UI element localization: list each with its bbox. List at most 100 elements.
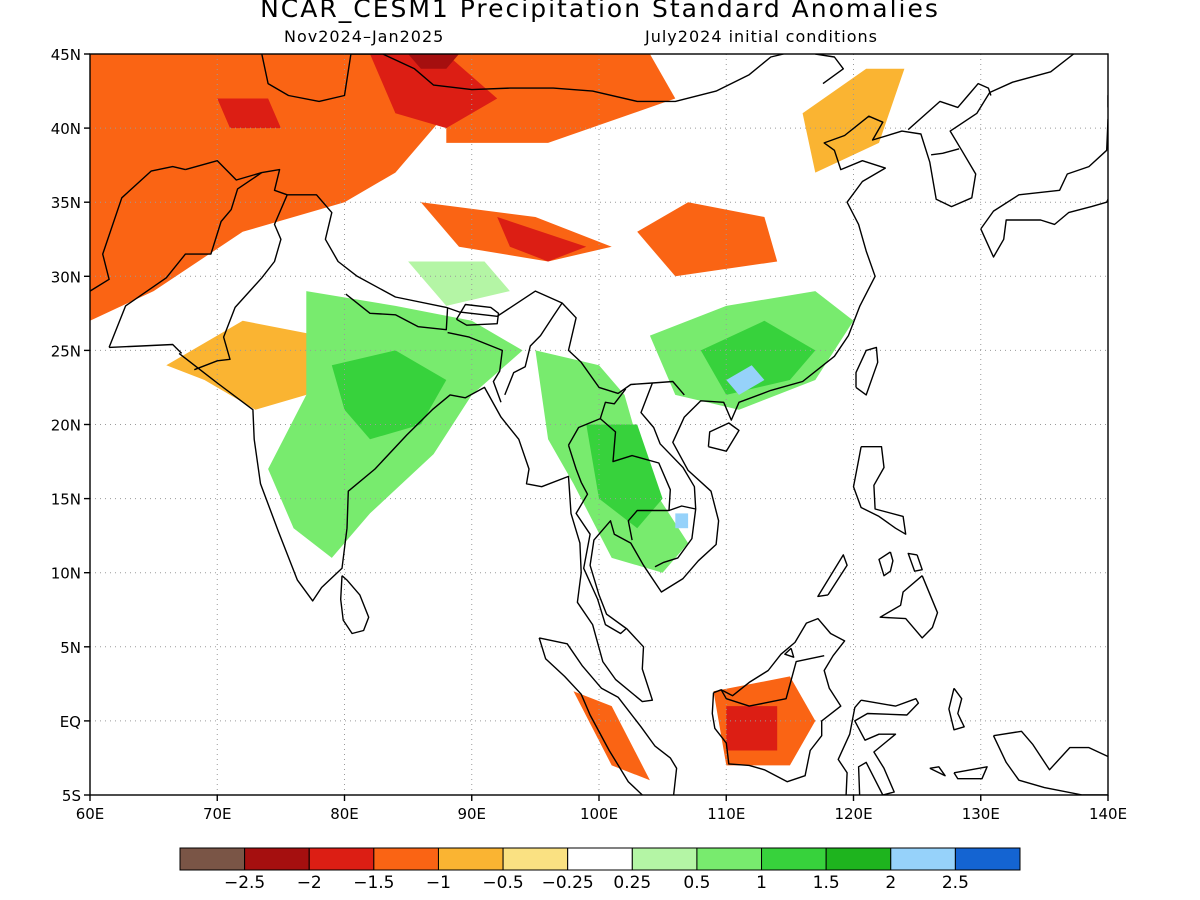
country-border: [108, 172, 263, 348]
lat-tick-label: 5N: [60, 639, 81, 657]
colorbar-label: −0.25: [542, 873, 594, 893]
anomaly-region: [217, 98, 281, 129]
colorbar-label: −2.5: [224, 873, 265, 893]
anomaly-region: [90, 54, 447, 321]
colorbar-label: 1: [756, 873, 767, 893]
lon-tick-label: 90E: [457, 805, 486, 823]
country-border: [599, 418, 671, 541]
lat-tick-label: 30N: [51, 268, 81, 286]
lon-tick-label: 140E: [1089, 805, 1127, 823]
coastline: [980, 118, 1108, 258]
colorbar-swatch: [567, 847, 633, 871]
lon-tick-label: 110E: [707, 805, 745, 823]
lat-tick-label: 5S: [62, 787, 81, 805]
lat-tick-label: 40N: [51, 120, 81, 138]
colorbar-label: 0.25: [613, 873, 651, 893]
coastline: [855, 346, 879, 396]
colorbar-swatch: [954, 847, 1021, 871]
lon-tick-label: 60E: [76, 805, 105, 823]
country-border: [931, 148, 960, 156]
coastline: [948, 687, 965, 731]
coastlines: [90, 54, 1108, 795]
colorbar-label: 2: [885, 873, 896, 893]
lat-tick-label: 25N: [51, 342, 81, 360]
coastline: [109, 343, 183, 354]
coastline: [1107, 94, 1108, 108]
coastline: [178, 54, 1075, 703]
lat-tick-label: 35N: [51, 194, 81, 212]
colorbar-label: −2: [297, 873, 322, 893]
lat-tick-label: EQ: [60, 713, 81, 731]
anomaly-region: [166, 320, 320, 410]
country-border: [720, 655, 825, 707]
country-border: [567, 388, 627, 446]
latitude-axis: 45N 40N 35N 30N 25N 20N 15N 10N 5N EQ 5S: [51, 46, 90, 805]
anomaly-region: [802, 68, 905, 173]
colorbar: −2.5 −2 −1.5 −1 −0.5 −0.25 0.25 0.5 1 1.5 2 2.5: [179, 847, 1021, 893]
colorbar-label: −1: [426, 873, 451, 893]
country-border: [447, 331, 503, 403]
country-border: [185, 159, 685, 396]
colorbar-swatch: [890, 847, 956, 871]
coastline: [929, 766, 946, 777]
colorbar-swatch: [696, 847, 763, 871]
country-border: [815, 54, 844, 85]
colorbar-label: 2.5: [942, 873, 969, 893]
coastline: [907, 552, 923, 572]
coastline: [711, 617, 846, 783]
anomaly-region: [637, 202, 778, 277]
lon-tick-label: 70E: [203, 805, 232, 823]
lat-tick-label: 10N: [51, 565, 81, 583]
lat-tick-label: 20N: [51, 417, 81, 435]
anomaly-region: [446, 54, 676, 143]
anomaly-region: [586, 424, 663, 529]
country-border: [784, 647, 795, 658]
colorbar-label: −0.5: [482, 873, 523, 893]
anomaly-region: [370, 54, 498, 129]
anomaly-region: [331, 350, 447, 440]
country-border: [907, 82, 992, 131]
colorbar-swatch: [373, 847, 439, 871]
map-title: NCAR_CESM1 Precipitation Standard Anomal…: [260, 0, 940, 23]
initial-conditions: July2024 initial conditions: [645, 27, 878, 46]
colorbar-swatch: [761, 847, 827, 871]
forecast-period: Nov2024–Jan2025: [284, 27, 445, 46]
colorbar-swatch: [179, 847, 246, 871]
colorbar-label: 0.5: [683, 873, 710, 893]
colorbar-label: −1.5: [353, 873, 394, 893]
country-border: [194, 194, 288, 371]
coastline: [837, 698, 920, 795]
colorbar-swatch: [825, 847, 892, 871]
colorbar-swatch: [631, 847, 698, 871]
country-border: [350, 54, 784, 103]
country-border: [640, 382, 697, 568]
country-border: [668, 505, 696, 512]
anomaly-region: [408, 261, 510, 306]
country-border: [261, 54, 352, 103]
country-border: [455, 303, 500, 326]
anomaly-region: [675, 513, 689, 529]
anomaly-field: [90, 54, 905, 781]
lon-tick-label: 80E: [330, 805, 359, 823]
coastline: [817, 554, 848, 598]
coastline: [852, 446, 907, 535]
colorbar-swatch: [437, 847, 504, 871]
colorbar-swatch: [502, 847, 569, 871]
anomaly-region: [573, 691, 650, 781]
anomaly-region: [726, 706, 778, 751]
country-border: [90, 165, 186, 292]
anomaly-region: [700, 320, 816, 395]
coastline: [340, 575, 370, 635]
coastline: [953, 766, 988, 780]
coastline: [707, 422, 740, 452]
lon-tick-label: 120E: [834, 805, 872, 823]
anomaly-region: [497, 217, 587, 262]
lon-tick-label: 130E: [962, 805, 1000, 823]
colorbar-swatch: [244, 847, 310, 871]
colorbar-label: 1.5: [813, 873, 840, 893]
lon-tick-label: 100E: [580, 805, 618, 823]
coastline: [878, 551, 894, 577]
country-border: [504, 302, 563, 396]
country-border: [567, 444, 627, 635]
